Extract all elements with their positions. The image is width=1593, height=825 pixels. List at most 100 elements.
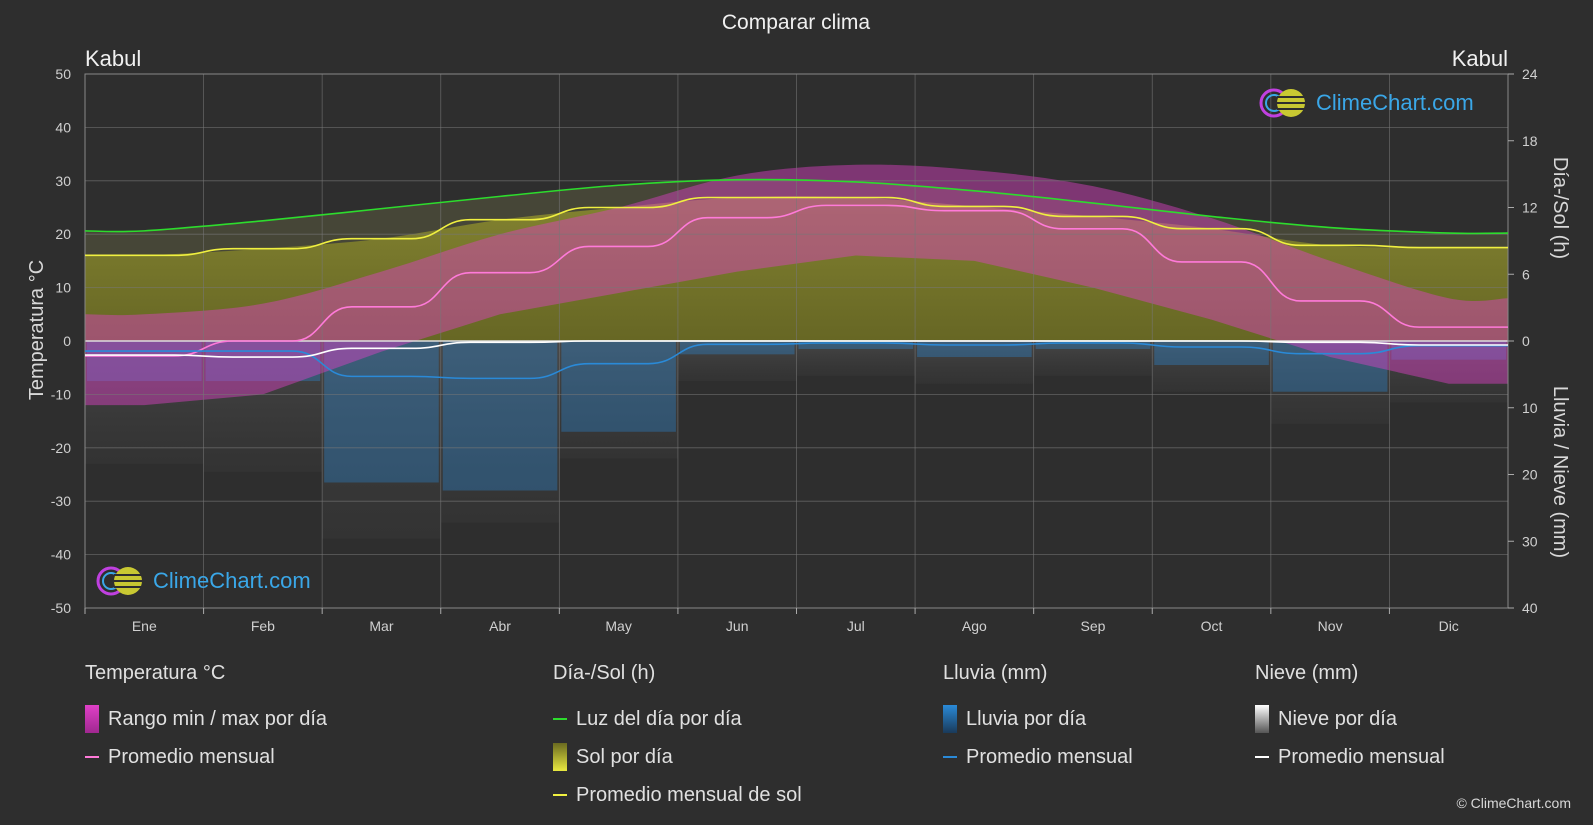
legend-snow-avg-label: Promedio mensual bbox=[1278, 745, 1445, 768]
month-label: Ene bbox=[132, 618, 157, 634]
legend-snow-header: Nieve (mm) bbox=[1255, 662, 1359, 684]
left-tick-label: 40 bbox=[55, 119, 71, 135]
snow-avg-swatch bbox=[1255, 756, 1269, 758]
legend-sun-day-label: Sol por día bbox=[576, 745, 673, 768]
temp-avg-swatch bbox=[85, 756, 99, 758]
precip-day-bar bbox=[915, 341, 1034, 384]
city-left: Kabul bbox=[85, 46, 141, 71]
rain-day-bar bbox=[442, 341, 558, 491]
rain-day-bar bbox=[87, 341, 202, 382]
left-tick-label: -40 bbox=[51, 547, 71, 563]
city-right: Kabul bbox=[1452, 46, 1508, 71]
precip-day-bar bbox=[559, 341, 678, 459]
sun-day-swatch bbox=[553, 743, 567, 771]
legend-sun-avg-label: Promedio mensual de sol bbox=[576, 783, 802, 806]
logo-icon bbox=[96, 566, 142, 596]
month-label: Dic bbox=[1439, 618, 1459, 634]
right-bottom-tick-label: 40 bbox=[1522, 600, 1538, 616]
logo-text: ClimeChart.com bbox=[1316, 90, 1474, 115]
month-label: Mar bbox=[369, 618, 393, 634]
left-tick-label: -30 bbox=[51, 493, 71, 509]
left-tick-label: 0 bbox=[63, 333, 71, 349]
legend-rain-day: Lluvia por día bbox=[943, 700, 1133, 738]
rain-day-bar bbox=[1154, 341, 1269, 366]
rain-avg-swatch bbox=[943, 756, 957, 758]
rain-day-bar bbox=[798, 341, 914, 350]
precip-day-bar bbox=[203, 341, 323, 472]
right-axis-top-label: Día-/Sol (h) bbox=[1549, 157, 1571, 259]
right-top-tick-label: 0 bbox=[1522, 333, 1530, 349]
daylight-line bbox=[84, 178, 1509, 235]
left-tick-label: -20 bbox=[51, 440, 71, 456]
left-tick-label: 50 bbox=[55, 66, 71, 82]
sun-avg-swatch bbox=[553, 794, 567, 796]
logo-bottom: ClimeChart.com bbox=[95, 564, 311, 598]
rain-day-swatch bbox=[943, 705, 957, 733]
rain-day-bar bbox=[205, 341, 321, 382]
legend-rain-header: Lluvia (mm) bbox=[943, 662, 1048, 684]
month-label: Feb bbox=[251, 618, 275, 634]
month-label: May bbox=[605, 618, 631, 634]
legend-snow-avg: Promedio mensual bbox=[1255, 738, 1445, 776]
left-tick-label: 20 bbox=[55, 226, 71, 242]
month-label: Nov bbox=[1318, 618, 1343, 634]
legend-sun: Día-/Sol (h) Luz del día por día Sol por… bbox=[553, 662, 802, 814]
legend-sun-header: Día-/Sol (h) bbox=[553, 662, 656, 684]
left-tick-label: 30 bbox=[55, 173, 71, 189]
precip-day-bar bbox=[1152, 341, 1271, 392]
right-top-tick-label: 18 bbox=[1522, 133, 1538, 149]
legend-temp-header: Temperatura °C bbox=[85, 662, 226, 684]
month-label: Sep bbox=[1080, 618, 1105, 634]
month-label: Abr bbox=[489, 618, 511, 634]
precip-day-bar bbox=[85, 341, 204, 464]
chart-title: Comparar clima bbox=[722, 11, 871, 34]
legend-rain-avg-label: Promedio mensual bbox=[966, 745, 1133, 768]
rain-day-bar bbox=[1035, 341, 1151, 350]
right-bottom-tick-label: 30 bbox=[1522, 533, 1538, 549]
legend-snow: Nieve (mm) Nieve por día Promedio mensua… bbox=[1255, 662, 1445, 776]
legend-rain-avg: Promedio mensual bbox=[943, 738, 1133, 776]
sun-avg-line bbox=[85, 196, 1508, 257]
temp-avg-line bbox=[85, 204, 1508, 357]
precip-day-bar bbox=[677, 341, 797, 382]
right-bottom-tick-label: 10 bbox=[1522, 400, 1538, 416]
legend-temp-avg-label: Promedio mensual bbox=[108, 745, 275, 768]
snow-day-swatch bbox=[1255, 705, 1269, 733]
precip-day-bar bbox=[1389, 341, 1508, 403]
logo-icon bbox=[1259, 88, 1305, 118]
legend-temp-avg: Promedio mensual bbox=[85, 738, 327, 776]
daylight-swatch bbox=[553, 718, 567, 720]
precip-day-bar bbox=[440, 341, 560, 523]
month-label: Ago bbox=[962, 618, 987, 634]
month-label: Jul bbox=[847, 618, 865, 634]
precip-day-bar bbox=[796, 341, 916, 376]
legend-snow-day-label: Nieve por día bbox=[1278, 707, 1397, 730]
precip-day-bar bbox=[1033, 341, 1153, 376]
precip-day-bar bbox=[1270, 341, 1390, 424]
legend-temperature: Temperatura °C Rango min / max por día P… bbox=[85, 662, 327, 776]
right-axis-bottom-label: Lluvia / Nieve (mm) bbox=[1549, 386, 1571, 558]
right-top-tick-label: 24 bbox=[1522, 66, 1538, 82]
left-axis-label: Temperatura °C bbox=[26, 260, 48, 400]
rain-day-bar bbox=[324, 341, 439, 483]
legend-rain: Lluvia (mm) Lluvia por día Promedio mens… bbox=[943, 662, 1133, 776]
right-bottom-tick-label: 20 bbox=[1522, 467, 1538, 483]
left-tick-label: -10 bbox=[51, 386, 71, 402]
legend-snow-day: Nieve por día bbox=[1255, 700, 1445, 738]
left-tick-label: -50 bbox=[51, 600, 71, 616]
right-top-tick-label: 6 bbox=[1522, 266, 1530, 282]
rain-day-bar bbox=[679, 341, 795, 355]
temp-range-swatch bbox=[85, 705, 99, 733]
legend-daylight-label: Luz del día por día bbox=[576, 707, 742, 730]
legend-rain-day-label: Lluvia por día bbox=[966, 707, 1087, 730]
logo-top: ClimeChart.com bbox=[1258, 86, 1474, 120]
logo-text: ClimeChart.com bbox=[153, 568, 311, 593]
legend-daylight: Luz del día por día bbox=[553, 700, 802, 738]
rain-day-bar bbox=[1272, 341, 1388, 392]
copyright: © ClimeChart.com bbox=[1456, 795, 1571, 811]
rain-day-bar bbox=[561, 341, 676, 432]
legend-temp-range: Rango min / max por día bbox=[85, 700, 327, 738]
precip-day-bar bbox=[322, 341, 441, 539]
legend-temp-range-label: Rango min / max por día bbox=[108, 707, 327, 730]
